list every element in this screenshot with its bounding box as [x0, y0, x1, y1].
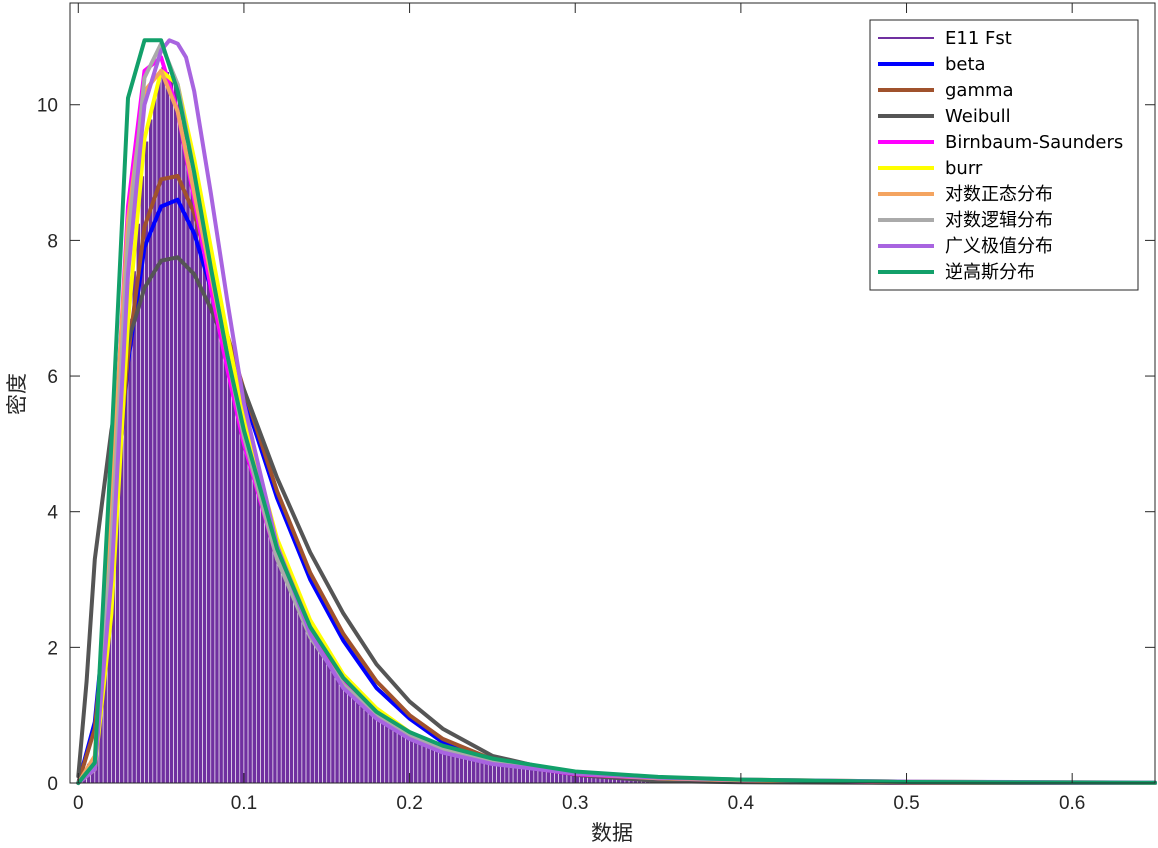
legend-label: Weibull [945, 106, 1011, 127]
histogram-bar [202, 249, 207, 784]
histogram-bar [326, 657, 332, 784]
histogram-bar [189, 173, 195, 784]
histogram-bar [123, 371, 129, 784]
histogram-bar [396, 728, 402, 784]
histogram-bar [380, 718, 386, 784]
histogram-bar [351, 691, 357, 784]
histogram-bar [169, 76, 174, 784]
histogram-bar [268, 531, 274, 784]
histogram-bar [343, 683, 348, 784]
histogram-bar [330, 664, 336, 784]
histogram-bar [243, 450, 249, 784]
y-tick-label: 8 [47, 231, 58, 252]
histogram-bar [421, 741, 427, 784]
fit-curve-逆高斯分布 [76, 38, 1157, 785]
histogram-bar [405, 733, 410, 784]
histogram-bar [334, 670, 340, 784]
histogram-bar [239, 434, 245, 784]
histogram-bar [367, 708, 373, 784]
histogram-bar [355, 695, 361, 784]
y-tick-label: 2 [47, 638, 58, 659]
histogram-bar [338, 677, 344, 784]
histogram-bar [359, 700, 365, 784]
histogram-bar [193, 198, 199, 784]
histogram-bar [264, 518, 270, 784]
histogram-bar [409, 736, 415, 784]
legend-label: 逆高斯分布 [945, 262, 1035, 283]
histogram-bar [372, 712, 377, 784]
histogram-bar [173, 81, 178, 784]
histogram-bar [285, 575, 290, 784]
histogram-bar [417, 739, 423, 784]
y-tick-label: 0 [47, 774, 58, 795]
histogram-bar [272, 545, 278, 784]
legend-label: gamma [945, 80, 1014, 101]
histogram-bar [247, 463, 253, 784]
histogram-bar [388, 723, 394, 784]
legend-label: E11 Fst [945, 28, 1012, 49]
y-tick-label: 10 [37, 96, 58, 117]
x-tick-label: 0.2 [396, 793, 422, 814]
histogram-bar [131, 270, 137, 784]
histogram-bar [314, 636, 319, 784]
histogram-bar [181, 122, 187, 784]
legend: E11 Fst beta gamma Weibull Birnbaum-Saunders… [869, 19, 1139, 291]
histogram-bar [305, 622, 311, 784]
histogram-bar [160, 66, 166, 784]
x-axis-title: 数据 [591, 821, 633, 845]
histogram-bar [289, 584, 294, 784]
histogram-bar [127, 318, 133, 784]
histogram-bar [206, 274, 212, 784]
histogram-bar [347, 687, 352, 784]
histogram-bar [231, 396, 236, 784]
x-tick-label: 0.3 [562, 793, 588, 814]
histogram-bar [363, 704, 369, 784]
histogram-bar [413, 737, 419, 784]
histogram-bar [260, 504, 265, 784]
histogram-bar [280, 566, 286, 784]
histogram-bar [276, 556, 282, 784]
histogram-bar [400, 731, 406, 784]
histogram-bar [309, 630, 315, 784]
histogram-bar [198, 223, 203, 784]
x-tick-label: 0.5 [893, 793, 919, 814]
legend-label: burr [945, 158, 983, 179]
x-tick-label: 0.6 [1059, 793, 1085, 814]
legend-label: 对数正态分布 [945, 184, 1053, 205]
x-tick-label: 0 [73, 793, 84, 814]
histogram-bar [256, 491, 261, 784]
histogram-bar [301, 612, 307, 784]
histogram-bar [214, 318, 220, 784]
histogram-bar [376, 716, 381, 784]
histogram-bar [293, 594, 299, 784]
histogram-bar [210, 297, 216, 784]
histogram-bar [235, 415, 241, 784]
histogram-bar [297, 603, 303, 784]
histogram-bar [322, 650, 328, 784]
histogram-bar [222, 358, 228, 784]
legend-label: 对数逻辑分布 [945, 210, 1053, 231]
y-tick-label: 6 [47, 367, 58, 388]
histogram-bar [218, 338, 224, 784]
histogram-bar [227, 378, 232, 784]
histogram-bar [185, 147, 191, 784]
plot-box [69, 2, 1156, 784]
histogram-bar [392, 726, 398, 784]
x-tick-label: 0.4 [728, 793, 755, 814]
legend-label: Birnbaum-Saunders [945, 132, 1123, 153]
y-tick-label: 4 [47, 503, 58, 524]
legend-label: beta [945, 54, 986, 75]
y-axis-title: 密度 [5, 373, 29, 415]
x-tick-label: 0.1 [231, 793, 257, 814]
histogram-bar [318, 643, 323, 784]
histogram-bar [384, 721, 390, 784]
histogram-bar [251, 477, 257, 784]
legend-label: 广义极值分布 [945, 236, 1053, 257]
axes: 0 0.1 0.2 0.3 0.4 0.5 0.6 0 2 4 6 8 10 [37, 2, 1156, 814]
